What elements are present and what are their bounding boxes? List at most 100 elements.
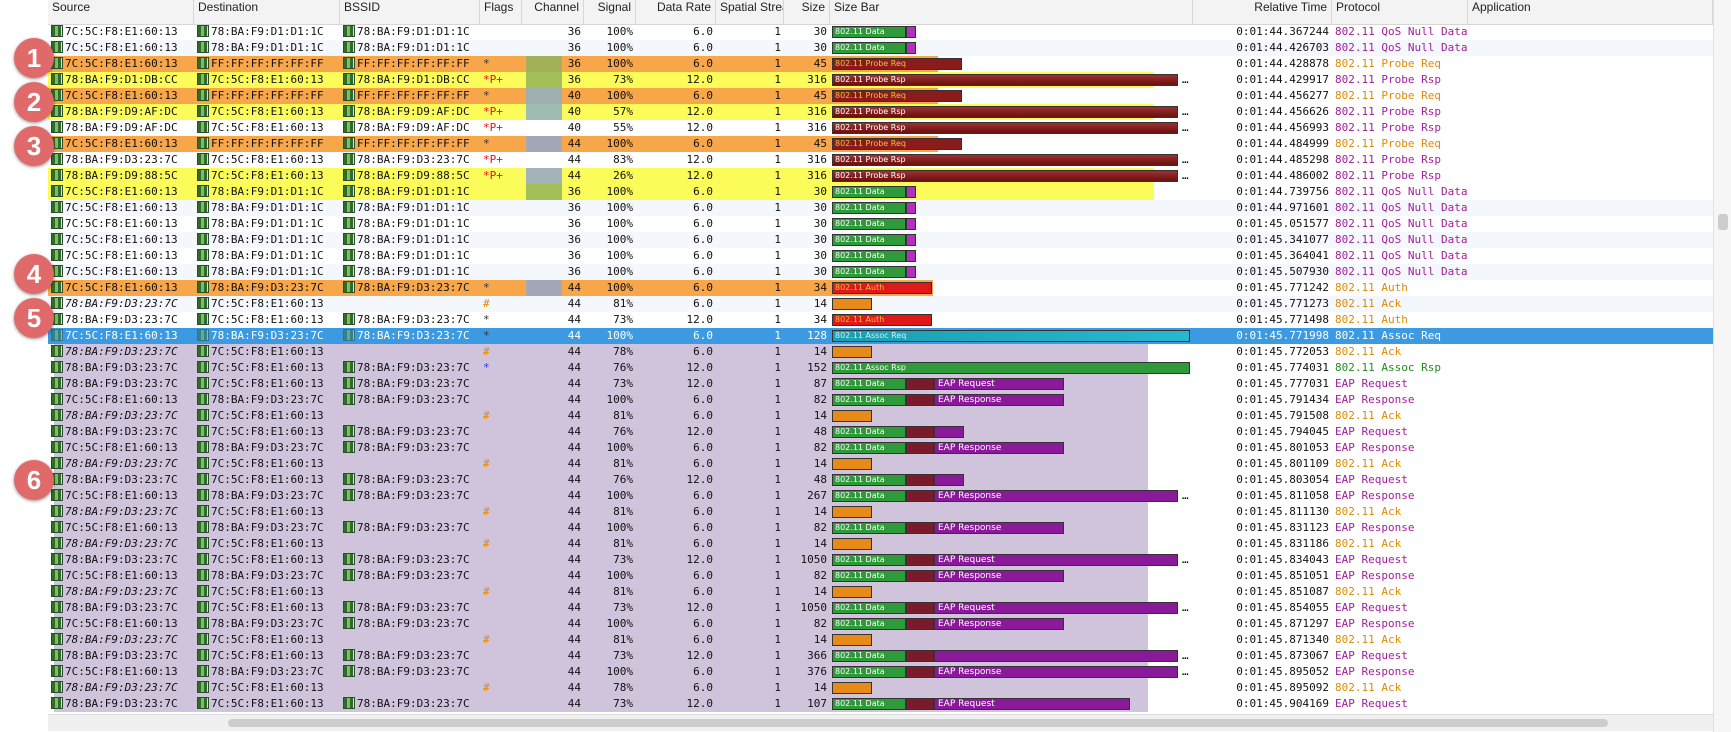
table-row[interactable]: 78:BA:F9:D3:23:7C 7C:5C:F8:E1:60:13 78:BA:…: [48, 360, 1713, 376]
table-row[interactable]: 7C:5C:F8:E1:60:13 78:BA:F9:D3:23:7C 78:BA:…: [48, 520, 1713, 536]
table-row[interactable]: 78:BA:F9:D3:23:7C 7C:5C:F8:E1:60:13 #44 81%…: [48, 584, 1713, 600]
table-row[interactable]: 7C:5C:F8:E1:60:13 78:BA:F9:D3:23:7C 78:BA:…: [48, 616, 1713, 632]
table-row[interactable]: 7C:5C:F8:E1:60:13 FF:FF:FF:FF:FF:FF FF:FF:…: [48, 88, 1713, 104]
channel-cell-text: 44: [567, 281, 581, 294]
column-header-channel[interactable]: Channel: [522, 0, 584, 24]
bssid-cell: 78:BA:F9:D3:23:7C: [340, 696, 480, 712]
table-row[interactable]: 78:BA:F9:D3:23:7C 7C:5C:F8:E1:60:13 78:BA:…: [48, 648, 1713, 664]
horizontal-scrollbar[interactable]: [48, 714, 1713, 731]
spatial-streams-cell: 1: [716, 440, 784, 456]
destination-cell: FF:FF:FF:FF:FF:FF: [194, 88, 340, 104]
signal-cell-text: 100%: [606, 665, 634, 678]
node-icon: [51, 457, 63, 469]
table-row[interactable]: 7C:5C:F8:E1:60:13 78:BA:F9:D1:D1:1C 78:BA:…: [48, 24, 1713, 40]
vertical-scroll-thumb[interactable]: [1718, 214, 1728, 230]
table-row[interactable]: 78:BA:F9:D3:23:7C 7C:5C:F8:E1:60:13 78:BA:…: [48, 152, 1713, 168]
table-row[interactable]: 7C:5C:F8:E1:60:13 78:BA:F9:D3:23:7C 78:BA:…: [48, 440, 1713, 456]
column-header-bssid[interactable]: BSSID: [340, 0, 480, 24]
table-row[interactable]: 78:BA:F9:D3:23:7C 7C:5C:F8:E1:60:13 78:BA:…: [48, 600, 1713, 616]
table-row[interactable]: 7C:5C:F8:E1:60:13 78:BA:F9:D1:D1:1C 78:BA:…: [48, 232, 1713, 248]
table-row[interactable]: 7C:5C:F8:E1:60:13 78:BA:F9:D1:D1:1C 78:BA:…: [48, 40, 1713, 56]
vertical-scrollbar[interactable]: [1713, 0, 1731, 732]
column-header-relative-time[interactable]: Relative Time: [1193, 0, 1332, 24]
bssid-cell: [340, 408, 480, 424]
signal-cell: 76%: [584, 472, 636, 488]
table-row[interactable]: 7C:5C:F8:E1:60:13 78:BA:F9:D1:D1:1C 78:BA:…: [48, 216, 1713, 232]
table-row[interactable]: 78:BA:F9:D3:23:7C 7C:5C:F8:E1:60:13 #44 81%…: [48, 536, 1713, 552]
table-row[interactable]: 7C:5C:F8:E1:60:13 78:BA:F9:D3:23:7C 78:BA:…: [48, 328, 1713, 344]
table-row[interactable]: 7C:5C:F8:E1:60:13 78:BA:F9:D1:D1:1C 78:BA:…: [48, 184, 1713, 200]
table-row[interactable]: 78:BA:F9:D9:AF:DC 7C:5C:F8:E1:60:13 78:BA:…: [48, 120, 1713, 136]
channel-cell: 36: [522, 232, 584, 248]
node-icon: [343, 665, 355, 677]
bssid-cell: 78:BA:F9:D3:23:7C: [340, 648, 480, 664]
table-row[interactable]: 78:BA:F9:D3:23:7C 7C:5C:F8:E1:60:13 78:BA:…: [48, 696, 1713, 712]
source-cell: 7C:5C:F8:E1:60:13: [48, 136, 194, 152]
table-row[interactable]: 7C:5C:F8:E1:60:13 78:BA:F9:D3:23:7C 78:BA:…: [48, 568, 1713, 584]
column-header-spatial-streams[interactable]: Spatial Streams: [716, 0, 784, 24]
table-row[interactable]: 78:BA:F9:D3:23:7C 7C:5C:F8:E1:60:13 #44 78%…: [48, 344, 1713, 360]
table-row[interactable]: 78:BA:F9:D3:23:7C 7C:5C:F8:E1:60:13 #44 81%…: [48, 408, 1713, 424]
relative-time-cell: 0:01:44.739756: [1236, 185, 1329, 198]
source-cell: 7C:5C:F8:E1:60:13: [48, 264, 194, 280]
table-row[interactable]: 78:BA:F9:D3:23:7C 7C:5C:F8:E1:60:13 78:BA:…: [48, 472, 1713, 488]
data-payload: [906, 234, 916, 246]
table-row[interactable]: 7C:5C:F8:E1:60:13 78:BA:F9:D3:23:7C 78:BA:…: [48, 488, 1713, 504]
table-row[interactable]: 78:BA:F9:D1:DB:CC 7C:5C:F8:E1:60:13 78:BA:…: [48, 72, 1713, 88]
source-cell-text: 7C:5C:F8:E1:60:13: [65, 265, 178, 278]
size-cell-text: 34: [813, 313, 827, 326]
table-row[interactable]: 7C:5C:F8:E1:60:13 78:BA:F9:D1:D1:1C 78:BA:…: [48, 200, 1713, 216]
table-row[interactable]: 78:BA:F9:D9:88:5C 7C:5C:F8:E1:60:13 78:BA:…: [48, 168, 1713, 184]
destination-cell: 78:BA:F9:D3:23:7C: [194, 280, 340, 296]
table-row[interactable]: 7C:5C:F8:E1:60:13 78:BA:F9:D3:23:7C 78:BA:…: [48, 280, 1713, 296]
spatial-streams-cell-text: 1: [774, 681, 781, 694]
node-icon: [197, 617, 209, 629]
size-cell-text: 45: [813, 137, 827, 150]
signal-cell: 81%: [584, 504, 636, 520]
bssid-cell-text: 78:BA:F9:D1:D1:1C: [357, 249, 470, 262]
column-header-size-bar[interactable]: Size Bar: [830, 0, 1193, 24]
relative-time-cell: 0:01:45.771498: [1236, 313, 1329, 326]
column-header-signal[interactable]: Signal: [584, 0, 636, 24]
table-row[interactable]: 78:BA:F9:D3:23:7C 7C:5C:F8:E1:60:13 #44 78%…: [48, 680, 1713, 696]
size-cell: 30: [784, 24, 830, 40]
source-cell: 7C:5C:F8:E1:60:13: [48, 520, 194, 536]
flags-cell-text: #: [483, 505, 490, 518]
column-header-application[interactable]: Application: [1468, 0, 1713, 24]
source-cell-text: 78:BA:F9:D3:23:7C: [65, 553, 178, 566]
table-row[interactable]: 78:BA:F9:D3:23:7C 7C:5C:F8:E1:60:13 #44 81%…: [48, 456, 1713, 472]
table-row[interactable]: 78:BA:F9:D3:23:7C 7C:5C:F8:E1:60:13 #44 81%…: [48, 504, 1713, 520]
spatial-streams-cell-text: 1: [774, 409, 781, 422]
column-header-src[interactable]: Source: [48, 0, 194, 24]
table-row[interactable]: 78:BA:F9:D3:23:7C 7C:5C:F8:E1:60:13 78:BA:…: [48, 552, 1713, 568]
channel-cell-text: 36: [567, 265, 581, 278]
column-header-protocol[interactable]: Protocol: [1332, 0, 1468, 24]
table-row[interactable]: 78:BA:F9:D3:23:7C 7C:5C:F8:E1:60:13 #44 81%…: [48, 632, 1713, 648]
table-row[interactable]: 7C:5C:F8:E1:60:13 78:BA:F9:D1:D1:1C 78:BA:…: [48, 264, 1713, 280]
data-rate-cell-text: 6.0: [693, 457, 713, 470]
table-row[interactable]: 7C:5C:F8:E1:60:13 78:BA:F9:D3:23:7C 78:BA:…: [48, 664, 1713, 680]
column-header-data-rate[interactable]: Data Rate: [636, 0, 716, 24]
callout-badge-1: 1: [14, 38, 54, 78]
table-row[interactable]: 7C:5C:F8:E1:60:13 FF:FF:FF:FF:FF:FF FF:FF:…: [48, 136, 1713, 152]
signal-cell: 26%: [584, 168, 636, 184]
table-row[interactable]: 7C:5C:F8:E1:60:13 78:BA:F9:D3:23:7C 78:BA:…: [48, 392, 1713, 408]
horizontal-scroll-thumb[interactable]: [228, 719, 1608, 727]
column-header-size[interactable]: Size: [784, 0, 830, 24]
table-row[interactable]: 7C:5C:F8:E1:60:13 78:BA:F9:D1:D1:1C 78:BA:…: [48, 248, 1713, 264]
table-row[interactable]: 78:BA:F9:D3:23:7C 7C:5C:F8:E1:60:13 78:BA:…: [48, 424, 1713, 440]
table-row[interactable]: 7C:5C:F8:E1:60:13 FF:FF:FF:FF:FF:FF FF:FF:…: [48, 56, 1713, 72]
channel-cell-text: 36: [567, 233, 581, 246]
node-icon: [51, 409, 63, 421]
table-row[interactable]: 78:BA:F9:D3:23:7C 7C:5C:F8:E1:60:13 78:BA:…: [48, 376, 1713, 392]
size-cell-text: 316: [807, 121, 827, 134]
table-row[interactable]: 78:BA:F9:D3:23:7C 7C:5C:F8:E1:60:13 78:BA:…: [48, 312, 1713, 328]
channel-cell: 44: [522, 440, 584, 456]
destination-cell-text: 7C:5C:F8:E1:60:13: [211, 297, 324, 310]
table-row[interactable]: 78:BA:F9:D9:AF:DC 7C:5C:F8:E1:60:13 78:BA:…: [48, 104, 1713, 120]
channel-cell: 44: [522, 136, 584, 152]
table-row[interactable]: 78:BA:F9:D3:23:7C 7C:5C:F8:E1:60:13 #44 81%…: [48, 296, 1713, 312]
column-header-dst[interactable]: Destination: [194, 0, 340, 24]
eap-header-segment: [906, 666, 934, 678]
column-header-flags[interactable]: Flags: [480, 0, 522, 24]
